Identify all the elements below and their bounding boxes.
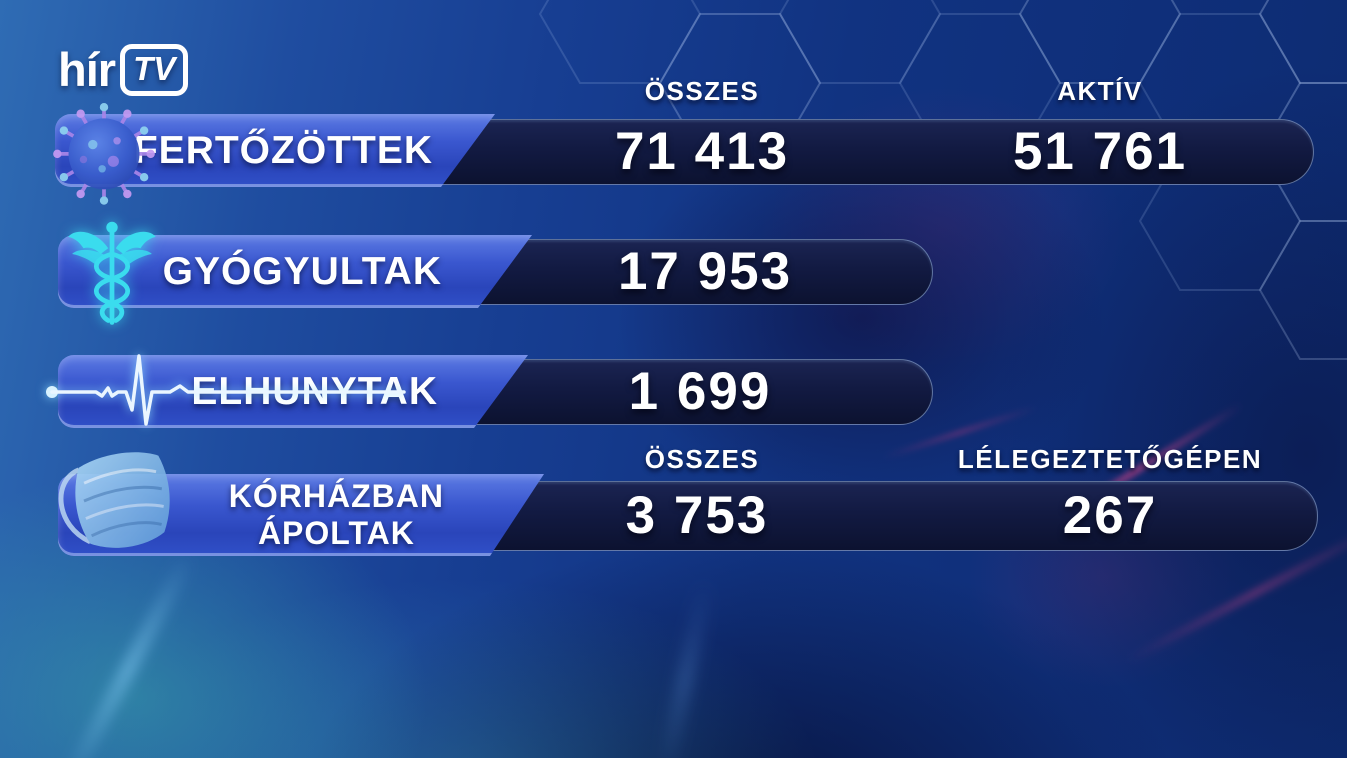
stat-value-gyogyultak: 17 953 xyxy=(617,241,793,301)
stat-value-fertozottek-osszes: 71 413 xyxy=(614,121,790,181)
stat-value-elhunytak: 1 699 xyxy=(628,361,772,421)
label-bar: GYÓGYULTAK xyxy=(58,235,532,308)
row-label: ELHUNYTAK xyxy=(191,369,438,413)
row-label: KÓRHÁZBAN ÁPOLTAK xyxy=(228,478,444,551)
label-bar: ELHUNYTAK xyxy=(58,355,528,428)
label-bar: FERTŐZÖTTEK xyxy=(55,114,495,187)
channel-logo: hír TV xyxy=(58,42,189,97)
logo-text-hir: hír xyxy=(58,43,116,96)
column-header-osszes: ÖSSZES xyxy=(644,444,760,474)
row-label: GYÓGYULTAK xyxy=(162,249,442,293)
label-bar: KÓRHÁZBAN ÁPOLTAK xyxy=(58,474,544,556)
stat-value-lelegeztetogepen: 267 xyxy=(1062,485,1158,545)
logo-tv-mark: TV xyxy=(120,43,189,96)
column-header-lelegeztetogepen: LÉLEGEZTETŐGÉPEN xyxy=(957,444,1263,474)
column-header-aktiv: AKTÍV xyxy=(1057,76,1143,106)
column-header-osszes: ÖSSZES xyxy=(644,76,760,106)
row-label: FERTŐZÖTTEK xyxy=(133,128,433,172)
stat-value-korhazban-osszes: 3 753 xyxy=(625,485,769,545)
stat-value-fertozottek-aktiv: 51 761 xyxy=(1012,121,1188,181)
value-bar xyxy=(430,119,1314,185)
